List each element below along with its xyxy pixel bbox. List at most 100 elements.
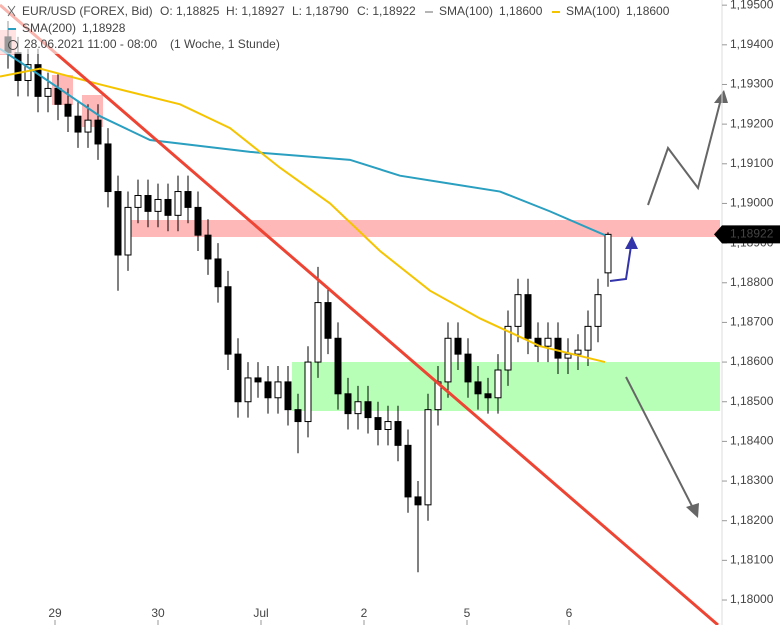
x-tick-label: 2 [361,606,368,620]
candle-body [234,353,242,403]
candle-body [224,286,232,355]
candle-body [484,393,492,399]
clock-icon [8,40,18,50]
candle-body [114,191,122,256]
candle-body [574,349,582,355]
scenario-arrow [647,94,723,206]
y-tick-label: 1,18700 [730,315,774,329]
candle-body [274,381,282,399]
candle-body [284,381,292,411]
y-tick-label: 1,18200 [730,513,774,527]
candle-body [154,198,162,212]
legend-name: SMA(100) [566,4,620,18]
candle-body [204,234,212,260]
resistance-zone [125,220,720,237]
candle-body [464,353,472,383]
arrow-head [686,503,699,518]
y-tick-label: 1,19000 [730,196,774,210]
ohlc: O: 1,18825 [160,4,220,18]
candle-body [84,119,92,133]
legend-value: 1,18928 [82,21,126,35]
candle-body [104,143,112,193]
ohlc: C: 1,18922 [357,4,416,18]
candle-body [264,381,272,399]
candle-body [404,444,412,498]
legend-value: 1,18600 [626,4,670,18]
candle-body [454,337,462,355]
sma-line [0,47,606,237]
candle-body [324,302,332,339]
header: EUR/USD (FOREX, Bid) O: 1,18825 H: 1,189… [0,0,700,54]
y-tick-label: 1,19500 [730,0,774,11]
arrow-head [714,90,728,103]
legend-name: SMA(100) [439,4,493,18]
candle-body [424,409,432,506]
candle-body [504,325,512,371]
candle-body [604,233,612,274]
y-tick-label: 1,19300 [730,77,774,91]
candle-body [64,103,72,117]
arrow-head [625,236,638,249]
candle-body [144,195,152,212]
candle-body [544,337,552,347]
ohlc: L: 1,18790 [292,4,349,18]
candle-body [254,377,262,383]
candle-body [364,401,372,419]
candle-body [174,191,182,216]
candle-body [74,115,82,133]
candle-body [384,421,392,430]
candle-body [594,294,602,327]
candle-body [124,206,132,256]
x-tick-label: 29 [48,606,62,620]
y-tick-label: 1,19400 [730,37,774,51]
close-icon [7,5,16,17]
candle-body [214,258,222,288]
candle-body [344,393,352,415]
plot-area [0,21,612,573]
ohlc: H: 1,18927 [226,4,285,18]
candle-body [354,401,362,415]
candle-body [294,409,302,423]
date-range: 28.06.2021 11:00 - 08:00 [24,37,158,51]
y-tick-label: 1,18300 [730,473,774,487]
candle-body [554,337,562,359]
candle-body [584,325,592,351]
last-price-pointer [714,225,722,244]
candle-body [444,337,452,383]
candle-body [304,361,312,423]
symbol: EUR/USD (FOREX, Bid) [22,4,153,18]
candle-body [314,302,322,363]
y-tick-label: 1,18800 [730,275,774,289]
candle-body [44,87,52,97]
trend-line [0,3,719,625]
scenario-arrow [625,376,695,511]
candle-body [374,417,382,430]
candle-body [394,421,402,446]
x-tick-label: 5 [464,606,471,620]
candle-body [134,195,142,208]
candle-body [414,496,422,506]
candle-body [514,294,522,327]
y-tick-label: 1,19200 [730,116,774,130]
y-tick-label: 1,18500 [730,394,774,408]
last-price-badge [722,225,780,244]
candle-body [334,337,342,395]
scenario-arrow [609,245,632,282]
x-tick-label: 6 [566,606,573,620]
candle-body [14,52,22,82]
legend-value: 1,18600 [499,4,543,18]
candle-body [194,206,202,236]
candle-body [94,119,102,145]
y-tick-label: 1,18600 [730,354,774,368]
candle-body [34,64,42,97]
candle-body [164,198,172,216]
candle-body [184,191,192,208]
y-tick-label: 1,18000 [730,592,774,606]
candle-body [564,353,572,359]
x-tick-label: 30 [151,606,165,620]
candle-body [524,294,532,339]
period: (1 Woche, 1 Stunde) [170,37,280,51]
y-tick-label: 1,18100 [730,553,774,567]
